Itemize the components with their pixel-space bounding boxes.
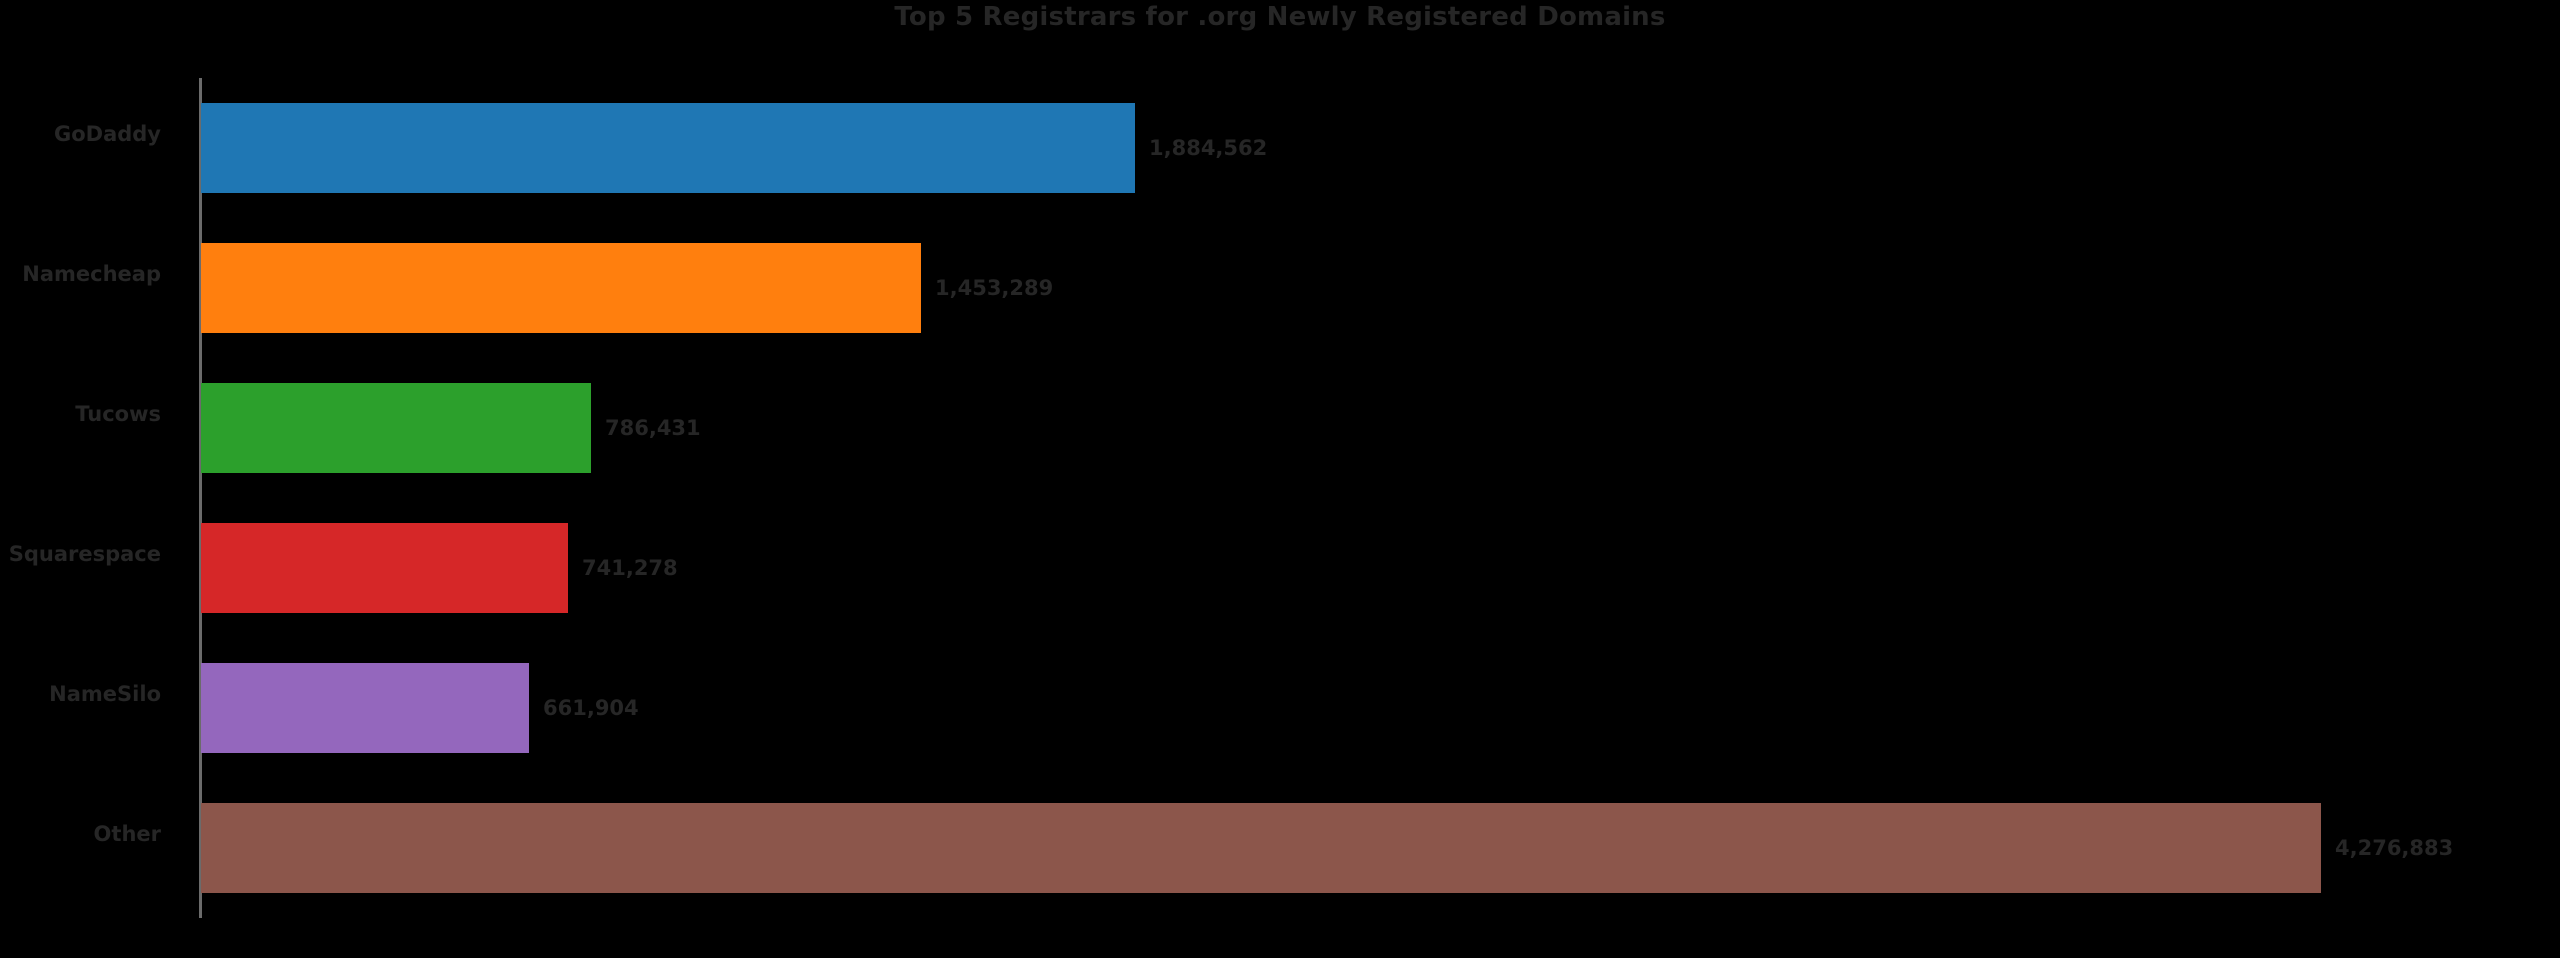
y-axis-tick-label: Squarespace — [8, 542, 161, 566]
y-axis-tick-label: NameSilo — [49, 682, 161, 706]
y-axis-tick-label: Tucows — [75, 402, 161, 426]
y-axis-tick-label: GoDaddy — [53, 122, 161, 146]
bar-value-label: 1,453,289 — [935, 276, 1054, 300]
bar-row: Namecheap 1,453,289 — [22, 218, 2531, 358]
y-axis-tick-label: Namecheap — [22, 262, 161, 286]
bar — [201, 383, 591, 473]
bar-value-label: 741,278 — [582, 556, 678, 580]
chart-title: Top 5 Registrars for .org Newly Register… — [894, 2, 1666, 32]
bar — [201, 803, 2321, 893]
bar — [201, 103, 1135, 193]
bar — [201, 663, 529, 753]
plot-area: GoDaddy 1,884,562 Namecheap 1,453,289 Tucows… — [9, 78, 2531, 918]
bar-row: GoDaddy 1,884,562 — [54, 78, 2531, 218]
bar-row: Tucows 786,431 — [75, 358, 2531, 498]
bar-value-label: 786,431 — [605, 416, 701, 440]
bar-row: Other 4,276,883 — [94, 778, 2531, 918]
y-axis-spine — [199, 78, 202, 918]
bar-value-label: 4,276,883 — [2335, 836, 2454, 860]
bar — [201, 243, 921, 333]
bar-value-label: 1,884,562 — [1149, 136, 1268, 160]
y-axis-tick-label: Other — [93, 822, 161, 846]
bar — [201, 523, 568, 613]
bar-row: NameSilo 661,904 — [49, 638, 2531, 778]
bar-row: Squarespace 741,278 — [9, 498, 2531, 638]
bar-value-label: 661,904 — [543, 696, 639, 720]
